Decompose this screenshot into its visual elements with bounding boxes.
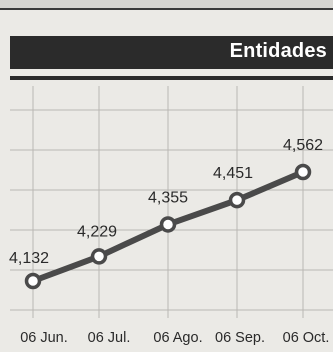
x-axis-ticks: 06 Jun. 06 Jul. 06 Ago. 06 Sep. 06 Oct. (20, 330, 329, 346)
chart-title: Entidades (229, 40, 327, 62)
data-label: 4,451 (213, 165, 253, 182)
x-tick-label: 06 Oct. (283, 330, 330, 346)
header-rule (10, 76, 333, 80)
x-tick-label: 06 Jul. (88, 330, 131, 346)
data-label: 4,355 (148, 189, 188, 206)
data-markers (24, 163, 312, 290)
data-point (90, 248, 108, 265)
data-point (24, 272, 42, 290)
data-point (228, 191, 246, 209)
x-tick-label: 06 Sep. (215, 330, 265, 346)
x-tick-label: 06 Ago. (153, 330, 202, 346)
header-bar: Entidades (10, 36, 333, 69)
data-label: 4,562 (283, 137, 323, 154)
x-tick-label: 06 Jun. (20, 330, 68, 346)
data-point (294, 163, 312, 181)
data-point (159, 216, 177, 233)
data-labels: 4,132 4,229 4,355 4,451 4,562 (9, 137, 323, 267)
data-label: 4,132 (9, 250, 49, 267)
top-rule (0, 0, 333, 10)
data-label: 4,229 (77, 223, 117, 240)
